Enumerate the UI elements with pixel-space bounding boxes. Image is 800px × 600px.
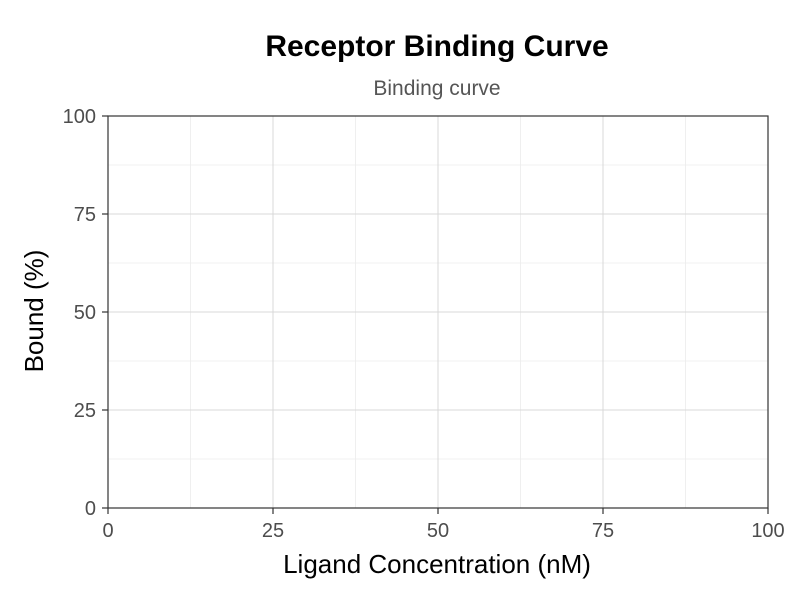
x-tick-label: 0 [102,520,113,542]
x-axis-title: Ligand Concentration (nM) [283,549,591,579]
y-tick-label: 75 [74,204,96,226]
y-axis-ticks: 0 25 50 75 100 [63,106,108,520]
x-tick-label: 50 [427,520,449,542]
y-tick-label: 100 [63,106,96,128]
y-tick-label: 25 [74,400,96,422]
chart-subtitle: Binding curve [373,77,500,100]
y-axis-title: Bound (%) [19,250,49,373]
y-tick-label: 0 [85,498,96,520]
x-tick-label: 25 [262,520,284,542]
x-axis-ticks: 0 25 50 75 100 [102,508,785,542]
x-tick-label: 100 [751,520,784,542]
x-tick-label: 75 [592,520,614,542]
y-tick-label: 50 [74,302,96,324]
chart-title: Receptor Binding Curve [265,30,608,63]
